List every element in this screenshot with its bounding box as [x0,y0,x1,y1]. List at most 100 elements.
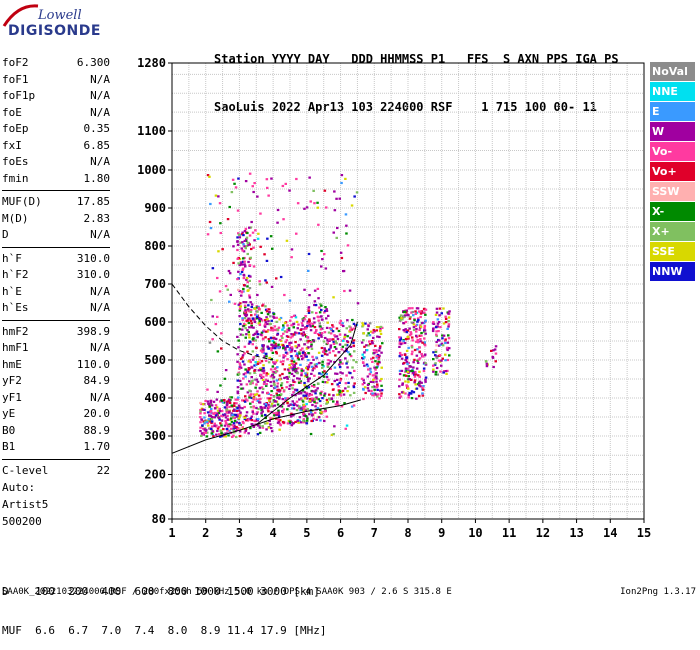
echo-point [342,270,345,273]
echo-point [261,391,264,394]
echo-point [240,294,243,297]
echo-point [380,377,383,381]
echo-point [270,384,273,387]
echo-point [265,384,268,387]
echo-point [249,406,253,409]
echo-point [248,396,251,399]
echo-point [268,311,271,314]
echo-point [258,308,261,311]
echo-point [313,289,317,292]
echo-point [239,241,242,244]
echo-point [283,355,287,358]
echo-point [302,369,305,372]
echo-point [270,177,273,180]
echo-point [363,364,366,367]
polarization-legend: NoVal NNE E W Vo- Vo+ SSW X- X+ SSE NNW [650,62,695,282]
echo-point [338,393,341,396]
echo-point [331,330,335,333]
echo-point [301,399,304,402]
echo-point [210,427,213,430]
echo-point [276,328,280,332]
echo-point [245,414,248,417]
echo-point [259,245,262,248]
echo-point [317,337,320,340]
echo-point [238,379,242,383]
echo-point [303,397,307,400]
x-tick-label: 14 [603,526,617,540]
echo-point [243,230,247,233]
echo-point [338,322,342,325]
echo-point [227,399,231,402]
echo-point [410,390,414,393]
echo-point [369,322,372,325]
echo-point [401,383,404,386]
echo-point [304,414,307,417]
echo-point [236,413,239,416]
echo-point [271,351,275,354]
echo-point [336,383,339,386]
echo-point [256,237,260,240]
echo-point [329,344,333,347]
echo-point [236,353,239,356]
echo-point [256,333,260,336]
echo-point [241,249,244,252]
echo-point [320,346,324,350]
echo-point [336,372,339,375]
echo-point [298,416,302,419]
echo-point [332,296,335,299]
echo-point [273,337,276,340]
echo-point [229,427,233,430]
echo-point [407,387,410,390]
echo-point [380,366,383,369]
echo-point [317,223,320,226]
echo-point [237,404,241,407]
echo-point [285,239,289,242]
echo-point [280,382,284,385]
echo-point [416,317,420,320]
echo-point [245,244,249,247]
y-tick-label: 80 [152,512,166,526]
echo-point [305,393,308,396]
echo-point [209,202,212,206]
muf-row: MUF 6.6 6.7 7.0 7.4 8.0 8.9 11.4 17.9 [M… [2,624,327,637]
echo-point [270,430,274,433]
echo-point [279,316,283,320]
echo-point [418,310,421,313]
echo-point [252,246,255,249]
param-value: N/A [90,72,110,86]
echo-point [318,331,322,335]
echo-point [290,372,294,375]
echo-point [260,386,264,389]
echo-point [319,404,322,407]
echo-point [226,414,229,417]
echo-point [492,365,495,369]
echo-point [246,418,250,421]
echo-point [264,404,268,407]
echo-point [410,378,413,381]
echo-point [444,359,447,362]
echo-point [296,327,299,330]
echo-point [320,318,324,321]
echo-point [434,373,437,376]
echo-point [265,355,268,358]
y-tick-label: 500 [144,353,166,367]
echo-point [448,354,451,357]
echo-point [266,397,270,400]
echo-point [250,326,253,329]
echo-point [399,319,402,322]
echo-point [377,358,380,361]
echo-point [208,405,211,408]
echo-point [378,326,381,329]
echo-point [352,341,355,344]
echo-point [229,396,232,399]
echo-point [220,399,224,402]
echo-point [207,418,210,421]
echo-point [341,345,345,348]
echo-point [312,317,316,320]
echo-point [313,367,316,370]
param-name: fmin [2,171,29,185]
echo-point [308,399,312,402]
echo-point [254,229,257,232]
echo-point [371,331,375,334]
echo-point [338,363,341,366]
